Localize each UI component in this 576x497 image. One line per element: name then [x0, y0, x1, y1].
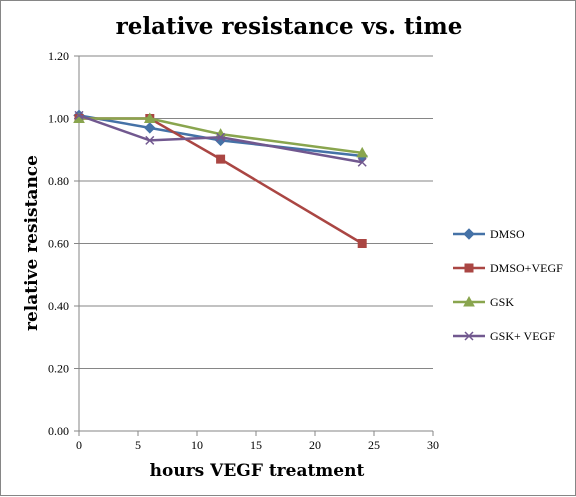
y-tick-label: 0.40 [48, 299, 69, 313]
legend-label: DMSO [490, 227, 525, 241]
legend-entry: GSK [453, 295, 514, 309]
y-tick-label: 0.80 [48, 174, 69, 188]
series-gsk [73, 112, 369, 158]
data-point [74, 110, 84, 120]
data-point [216, 154, 226, 164]
y-tick-label: 0.20 [48, 362, 69, 376]
series-line [78, 114, 363, 164]
y-axis-title: relative resistance [22, 155, 42, 331]
x-tick-label: 10 [191, 438, 203, 452]
legend-marker [464, 263, 474, 273]
gridlines [74, 55, 434, 436]
y-tick-label: 0.60 [48, 237, 69, 251]
series-line [79, 117, 363, 155]
y-tick-label: 0.00 [48, 424, 69, 438]
data-point [356, 146, 369, 158]
legend: DMSO DMSO+VEGF GSK GSK+ VEGF [453, 227, 563, 343]
legend-entry: DMSO+VEGF [453, 261, 563, 275]
data-point [357, 239, 367, 248]
x-tick-label: 15 [250, 438, 262, 452]
x-tick-label: 20 [309, 438, 321, 452]
data-point [145, 135, 155, 145]
series-gsk-vegf [74, 110, 367, 167]
x-tick-label: 30 [427, 438, 439, 452]
legend-marker [463, 228, 475, 240]
legend-label: GSK [490, 295, 514, 309]
y-tick-label: 1.00 [48, 112, 69, 126]
chart-title: relative resistance vs. time [116, 13, 463, 40]
data-point [216, 132, 226, 142]
data-point [143, 112, 156, 123]
series-line [78, 114, 363, 158]
legend-marker [463, 295, 475, 307]
x-axis-title: hours VEGF treatment [150, 461, 365, 481]
legend-entry: GSK+ VEGF [453, 329, 555, 343]
data-point [357, 157, 367, 167]
y-tick-labels: 0.00 0.20 0.40 0.60 0.80 1.00 1.20 [48, 49, 69, 438]
x-tick-label: 5 [135, 438, 141, 452]
x-tick-label: 0 [76, 438, 82, 452]
legend-entry: DMSO [453, 227, 525, 241]
legend-marker [464, 331, 474, 341]
data-point [144, 122, 156, 134]
legend-label: DMSO+VEGF [490, 261, 563, 275]
series-lines [73, 109, 369, 248]
x-tick-labels: 0 5 10 15 20 25 30 [76, 438, 439, 452]
y-tick-label: 1.20 [48, 49, 69, 63]
x-tick-label: 25 [368, 438, 380, 452]
legend-label: GSK+ VEGF [490, 329, 555, 343]
